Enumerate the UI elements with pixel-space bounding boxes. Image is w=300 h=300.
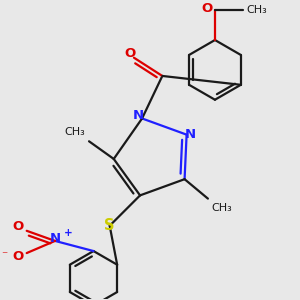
Text: O: O: [12, 220, 24, 233]
Text: N: N: [133, 109, 144, 122]
Text: CH₃: CH₃: [211, 203, 232, 213]
Text: N: N: [185, 128, 196, 141]
Text: O: O: [12, 250, 24, 262]
Text: +: +: [64, 228, 73, 238]
Text: O: O: [202, 2, 213, 15]
Text: ⁻: ⁻: [1, 250, 8, 262]
Text: N: N: [50, 232, 61, 245]
Text: O: O: [124, 47, 136, 60]
Text: CH₃: CH₃: [64, 127, 85, 137]
Text: S: S: [104, 218, 115, 233]
Text: CH₃: CH₃: [246, 5, 267, 15]
